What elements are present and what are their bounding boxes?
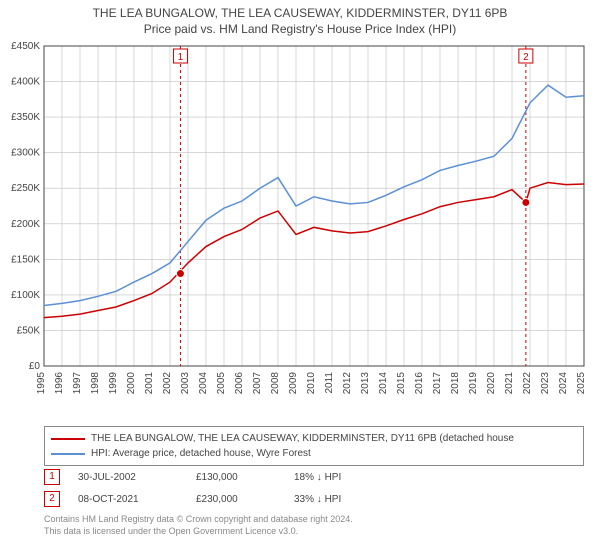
chart-area: £0 £50K £100K £150K £200K £250K £300K £350K £400… [0,38,600,418]
svg-text:£350K: £350K [11,112,40,123]
transaction-price: £230,000 [196,494,276,505]
legend-label: HPI: Average price, detached house, Wyre… [91,446,311,461]
legend-label: THE LEA BUNGALOW, THE LEA CAUSEWAY, KIDD… [91,431,514,446]
svg-text:2013: 2013 [360,372,371,395]
svg-text:2017: 2017 [432,372,443,395]
legend-swatch [51,438,85,440]
svg-text:1: 1 [178,52,184,63]
svg-text:2025: 2025 [576,372,587,395]
legend-item: THE LEA BUNGALOW, THE LEA CAUSEWAY, KIDD… [51,431,577,446]
svg-text:2003: 2003 [180,372,191,395]
svg-text:£300K: £300K [11,148,40,159]
transaction-row: 2 08-OCT-2021 £230,000 33% ↓ HPI [44,488,584,510]
title-line-1: THE LEA BUNGALOW, THE LEA CAUSEWAY, KIDD… [0,6,600,22]
svg-text:2015: 2015 [396,372,407,395]
svg-text:2008: 2008 [270,372,281,395]
svg-text:2006: 2006 [234,372,245,395]
transactions-table: 1 30-JUL-2002 £130,000 18% ↓ HPI 2 08-OCT-202… [44,466,584,510]
footer-attribution: Contains HM Land Registry data © Crown c… [44,514,584,537]
svg-text:£450K: £450K [11,41,40,52]
legend-swatch [51,453,85,455]
transaction-row: 1 30-JUL-2002 £130,000 18% ↓ HPI [44,466,584,488]
svg-text:2001: 2001 [144,372,155,395]
transaction-badge: 2 [44,491,60,507]
transaction-diff: 33% ↓ HPI [294,494,394,505]
svg-text:2005: 2005 [216,372,227,395]
svg-text:1997: 1997 [72,372,83,395]
svg-text:2004: 2004 [198,372,209,395]
svg-text:2011: 2011 [324,372,335,394]
svg-text:£200K: £200K [11,219,40,230]
svg-text:£0: £0 [29,361,41,372]
chart-svg: £0 £50K £100K £150K £200K £250K £300K £350K £400… [0,38,600,418]
svg-text:£100K: £100K [11,290,40,301]
svg-text:2009: 2009 [288,372,299,395]
svg-text:2: 2 [523,52,529,63]
chart-title-block: THE LEA BUNGALOW, THE LEA CAUSEWAY, KIDD… [0,0,600,37]
svg-text:£150K: £150K [11,254,40,265]
chart-container: THE LEA BUNGALOW, THE LEA CAUSEWAY, KIDD… [0,0,600,560]
svg-text:2000: 2000 [126,372,137,395]
svg-text:2007: 2007 [252,372,263,395]
svg-text:1999: 1999 [108,372,119,395]
svg-text:1996: 1996 [54,372,65,395]
svg-text:2014: 2014 [378,372,389,395]
svg-text:£250K: £250K [11,183,40,194]
svg-text:£50K: £50K [17,325,41,336]
svg-text:2012: 2012 [342,372,353,395]
svg-text:2020: 2020 [486,372,497,395]
svg-text:1998: 1998 [90,372,101,395]
svg-text:2018: 2018 [450,372,461,395]
svg-text:2010: 2010 [306,372,317,395]
svg-text:2022: 2022 [522,372,533,395]
svg-text:2024: 2024 [558,372,569,395]
footer-line-2: This data is licensed under the Open Gov… [44,526,584,538]
legend-box: THE LEA BUNGALOW, THE LEA CAUSEWAY, KIDD… [44,426,584,466]
svg-text:1995: 1995 [36,372,47,395]
transaction-price: £130,000 [196,472,276,483]
svg-text:2002: 2002 [162,372,173,395]
svg-text:£400K: £400K [11,77,40,88]
svg-text:2016: 2016 [414,372,425,395]
svg-text:2021: 2021 [504,372,515,395]
title-line-2: Price paid vs. HM Land Registry's House … [0,22,600,38]
transaction-badge: 1 [44,469,60,485]
transaction-diff: 18% ↓ HPI [294,472,394,483]
svg-text:2023: 2023 [540,372,551,395]
svg-text:2019: 2019 [468,372,479,395]
transaction-date: 08-OCT-2021 [78,494,178,505]
transaction-date: 30-JUL-2002 [78,472,178,483]
footer-line-1: Contains HM Land Registry data © Crown c… [44,514,584,526]
legend-item: HPI: Average price, detached house, Wyre… [51,446,577,461]
